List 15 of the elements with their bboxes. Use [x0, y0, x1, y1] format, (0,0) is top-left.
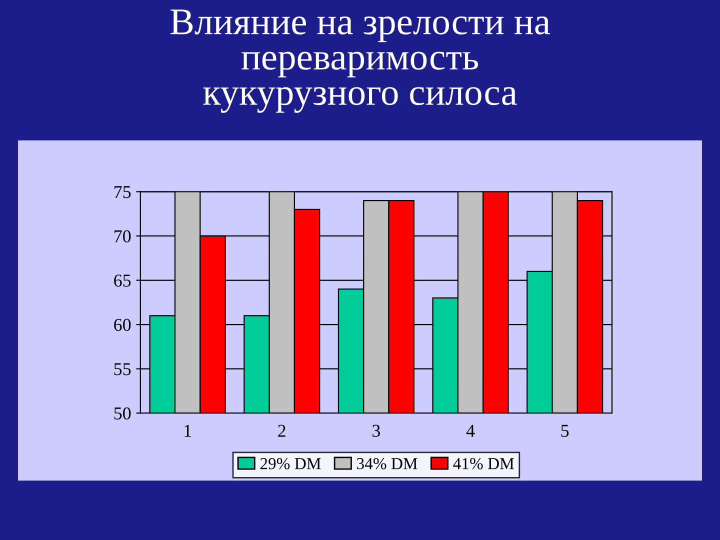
legend-label: 41% DM — [453, 458, 514, 470]
x-tick-label: 4 — [466, 424, 475, 437]
legend-label: 29% DM — [260, 458, 321, 470]
y-tick-label: 60 — [114, 318, 131, 331]
y-tick-label: 75 — [114, 186, 131, 198]
x-tick-label: 3 — [372, 424, 380, 437]
y-tick-label: 50 — [114, 407, 131, 420]
y-tick-label: 70 — [114, 230, 131, 242]
y-tick-label: 55 — [114, 363, 131, 376]
x-tick-label: 5 — [561, 424, 569, 437]
legend-label: 34% DM — [357, 458, 418, 470]
chart-title: Влияние на зрелости на переваримость кукурузного силоса — [170, 10, 550, 113]
x-tick-label: 1 — [184, 424, 191, 437]
x-tick-label: 2 — [278, 424, 286, 437]
y-tick-label: 65 — [114, 274, 131, 287]
